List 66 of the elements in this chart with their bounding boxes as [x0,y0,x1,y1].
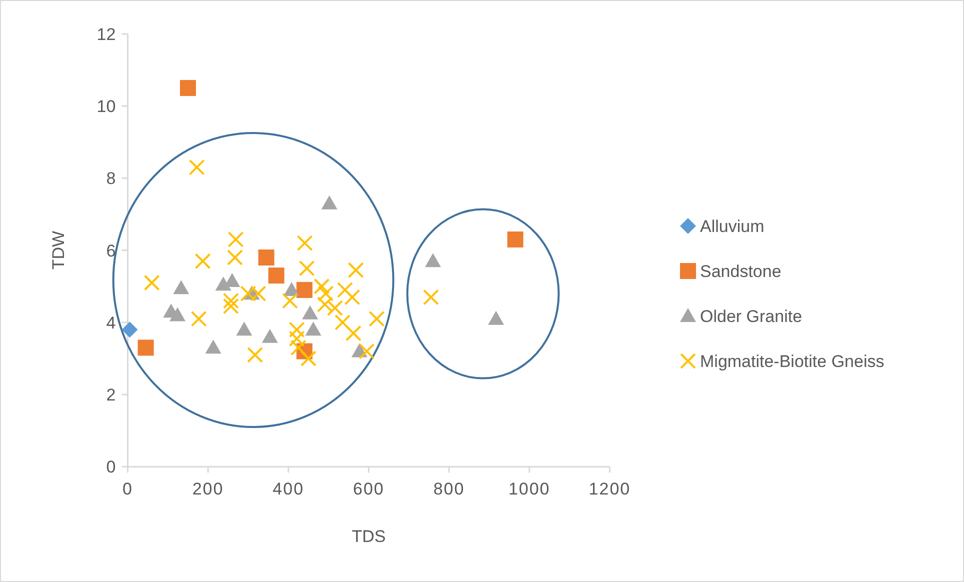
point [316,296,333,312]
y-tick-label: 6 [106,241,116,260]
point [236,322,252,336]
point [424,253,441,268]
x-tick-label: 1200 [588,480,631,499]
x-tick-label: 200 [192,480,224,499]
y-tick-label: 4 [106,313,116,332]
point [222,292,239,309]
point [314,278,330,294]
x-tick-label: 400 [272,480,304,499]
point [302,305,318,320]
y-tick-label: 10 [96,96,116,116]
point [348,262,364,278]
point [247,346,264,363]
point [173,280,190,294]
point [122,322,138,338]
legend-label: Sandstone [700,262,782,281]
legend-label: Alluvium [700,216,764,236]
point [205,340,222,354]
point [258,250,274,266]
point [222,298,239,314]
y-tick-label: 12 [96,24,116,44]
point [368,310,385,327]
x-tick-label: 600 [353,480,384,499]
point [422,289,439,306]
point [296,235,313,252]
point [188,159,205,176]
y-tick-label: 0 [106,458,116,477]
legend-label: Migmatite-Biotite Gneiss [700,352,884,371]
y-tick-label: 8 [106,169,116,188]
point [337,282,353,298]
point [170,307,186,322]
point [268,268,284,284]
point [226,250,243,266]
point [318,286,334,302]
point [344,289,360,306]
point [345,325,362,342]
point [334,314,351,330]
x-tick-label: 0 [122,480,133,499]
point [262,328,278,343]
point [300,350,316,366]
x-tick-label: 1000 [508,480,550,499]
point [305,322,322,336]
y-axis-title: TDW [49,230,68,270]
point [190,310,207,327]
x-axis-title: TDS [352,527,386,546]
point [288,330,305,347]
point [321,195,338,210]
point [228,231,244,248]
x-tick-label: 800 [433,480,465,499]
point [180,80,196,96]
point [194,253,211,270]
point [284,282,300,296]
point [144,274,160,291]
point [298,260,315,276]
point [296,282,312,298]
point [138,340,154,356]
point [507,231,524,248]
point [326,300,343,316]
point [488,310,504,325]
point [288,322,305,338]
point [282,292,298,309]
legend-label: Older Granite [700,306,802,326]
point [290,340,306,356]
point [358,343,375,360]
y-tick-label: 2 [106,386,116,405]
